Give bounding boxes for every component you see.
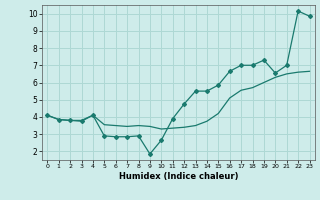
- X-axis label: Humidex (Indice chaleur): Humidex (Indice chaleur): [119, 172, 238, 181]
